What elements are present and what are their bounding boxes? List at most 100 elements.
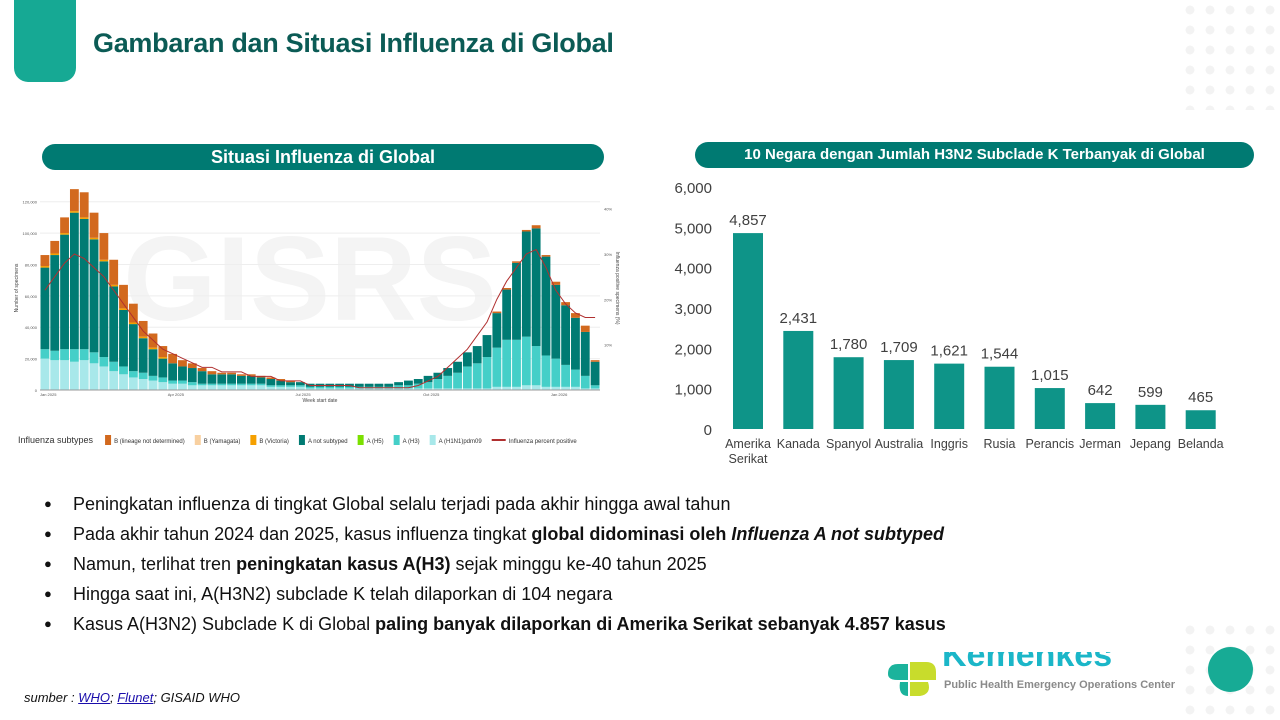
bar-segment [119, 308, 128, 310]
data-label: 642 [1088, 382, 1113, 399]
bar-segment [443, 375, 453, 389]
bar-segment [502, 289, 512, 340]
flunet-link[interactable]: Flunet [117, 690, 154, 705]
y-tick-label: 120,000 [23, 200, 38, 205]
bar-segment [89, 363, 99, 390]
bar-segment [345, 386, 354, 389]
bar-segment [315, 386, 325, 389]
bar [883, 360, 914, 429]
bar-segment [374, 383, 384, 387]
bar-segment [217, 374, 227, 384]
data-label: 1,709 [880, 339, 918, 356]
bar-segment [531, 385, 541, 390]
bar-segment [266, 385, 276, 387]
bar-segment [472, 363, 482, 389]
y-tick-label: 0 [35, 388, 38, 393]
bar-segment [305, 386, 315, 389]
legend-swatch [429, 435, 436, 445]
bar-segment [433, 388, 443, 390]
bar-segment [60, 217, 69, 234]
bar-segment [79, 349, 89, 361]
data-label: 1,015 [1031, 367, 1069, 384]
bar-segment [236, 375, 246, 384]
bar-segment [266, 377, 276, 380]
bar-segment [99, 261, 109, 358]
bar [833, 357, 864, 429]
bar-segment [423, 388, 433, 390]
bullet-text: Influenza A not subtyped [731, 524, 945, 544]
bar-segment [561, 305, 571, 365]
bar-segment [69, 361, 79, 390]
bar-segment [246, 385, 256, 390]
bar-segment [178, 383, 187, 390]
bar-segment [148, 347, 158, 350]
legend-line-swatch [491, 439, 506, 441]
bar-segment [512, 261, 521, 263]
bar-segment [256, 383, 266, 386]
bullet-text: Namun, terlihat tren [73, 554, 237, 574]
bar-segment [551, 281, 561, 285]
data-label: 1,621 [930, 343, 968, 360]
bar-segment [197, 385, 207, 390]
bar-segment [521, 385, 531, 390]
bar-segment [60, 349, 69, 361]
bar-segment [187, 382, 197, 386]
bar-segment [541, 256, 551, 356]
bar-segment [158, 358, 168, 378]
bar-segment [541, 255, 551, 257]
bar-segment [217, 385, 227, 390]
watermark: GISRS [123, 212, 496, 346]
y-axis-label: Number of specimens [14, 263, 20, 312]
legend-swatch [298, 435, 305, 445]
bar-segment [246, 375, 256, 384]
bar-segment [69, 189, 79, 212]
bar-segment [384, 383, 394, 387]
bar-segment [394, 388, 404, 390]
bar-segment [295, 385, 305, 387]
data-label: 2,431 [780, 310, 818, 327]
y2-tick-label: 10% [604, 343, 612, 348]
x-tick-label: Perancis [1025, 437, 1074, 451]
page-title: Gambaran dan Situasi Influenza di Global [93, 28, 614, 58]
bar-segment [109, 284, 119, 287]
legend-swatch [105, 435, 112, 445]
who-link[interactable]: WHO [78, 690, 110, 705]
bar-segment [571, 369, 580, 387]
bar-segment [99, 357, 109, 367]
bullet-item: Pada akhir tahun 2024 dan 2025, kasus in… [44, 520, 1024, 548]
bar-segment [89, 237, 99, 240]
bar-segment [453, 372, 462, 389]
bar-segment [69, 212, 79, 350]
bullet-text: sejak minggu ke-40 tahun 2025 [450, 554, 707, 574]
bar-segment [502, 386, 512, 390]
data-label: 1,544 [981, 346, 1019, 363]
bar-segment [79, 192, 89, 218]
bar-segment [335, 386, 345, 389]
legend-title: Influenza subtypes [18, 435, 94, 445]
x-tick-label: Apr 2025 [168, 392, 185, 397]
bar-segment [590, 360, 600, 362]
legend-swatch [357, 435, 364, 445]
source-rest: ; GISAID WHO [153, 690, 241, 705]
bar-segment [119, 374, 128, 390]
bar-segment [521, 231, 531, 337]
bar-segment [227, 383, 236, 386]
x-tick-label: Jepang [1130, 437, 1171, 451]
legend-label: A not subtyped [308, 439, 348, 445]
bar-segment [168, 380, 178, 384]
bar-segment [236, 374, 246, 376]
bar-segment [295, 382, 305, 386]
bullet-text: peningkatan kasus A(H3) [236, 554, 451, 574]
bar-segment [40, 266, 50, 268]
data-label: 465 [1188, 389, 1213, 406]
bar-segment [521, 229, 531, 232]
bar-segment [178, 366, 187, 381]
x-tick-label: Inggris [930, 437, 968, 451]
bar-segment [69, 211, 79, 213]
bullet-text: Kasus A(H3N2) Subclade K di Global [73, 614, 376, 634]
data-label: 4,857 [729, 212, 767, 229]
bar-segment [404, 380, 413, 386]
bar-segment [364, 383, 374, 387]
bar-segment [580, 331, 590, 376]
data-label: 599 [1138, 384, 1163, 401]
